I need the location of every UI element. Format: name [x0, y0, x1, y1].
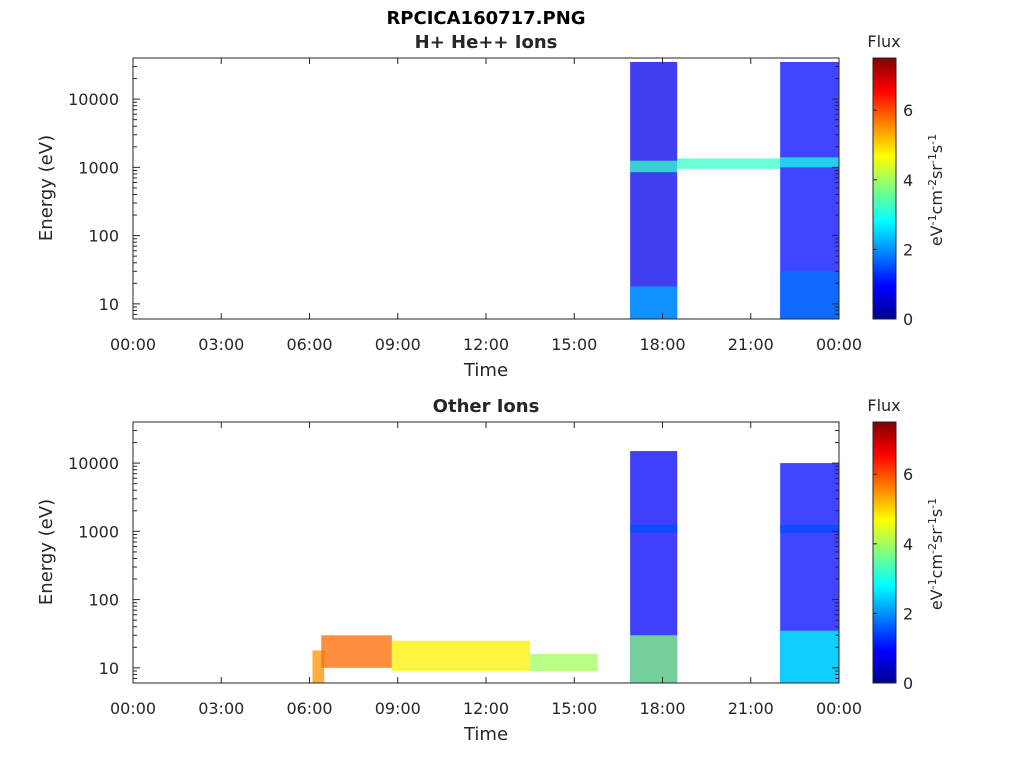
panel-1-x-ticks: 00:00 03:00 06:00 09:00 12:00 15:00 18:00 21:00…	[110, 58, 862, 354]
panel-1-data	[630, 61, 839, 320]
spectrogram-block	[530, 653, 598, 671]
spectrogram-block	[780, 524, 839, 533]
panel-1-colorbar	[872, 57, 897, 320]
colorbar-tick-label: 0	[903, 310, 913, 329]
panel-2: Other Ions 00:00 03:00 06:00 09:00 12:00 15:0…	[36, 396, 946, 745]
spectrogram-block	[312, 650, 325, 683]
panel-1-title: H+ He++ Ions	[415, 32, 558, 53]
x-tick-label: 12:00	[463, 335, 509, 354]
colorbar-tick-label: 4	[903, 535, 913, 554]
panel-1-colorbar-ticks: 0 2 4 6	[873, 101, 913, 329]
x-tick-label: 00:00	[816, 335, 862, 354]
spectrogram-block	[630, 61, 678, 320]
colorbar-tick-label: 4	[903, 171, 913, 190]
colorbar-tick-label: 2	[903, 240, 913, 259]
panel-2-colorbar-unit: eV-1cm-2sr-1s-1	[926, 498, 947, 610]
spectrogram-block	[630, 286, 678, 319]
y-tick-label: 100	[88, 227, 119, 246]
panel-2-ylabel: Energy (eV)	[36, 499, 57, 605]
x-tick-label: 06:00	[286, 335, 332, 354]
panel-2-y-ticks: 10 100 1000 10000	[68, 421, 839, 684]
panel-1-colorbar-title: Flux	[867, 32, 900, 51]
panel-2-colorbar-ticks: 0 2 4 6	[873, 465, 913, 693]
x-tick-label: 00:00	[110, 699, 156, 718]
panel-1-y-ticks: 10 100 1000 10000	[68, 57, 839, 320]
y-tick-label: 1000	[78, 158, 119, 177]
colorbar-tick-label: 2	[903, 604, 913, 623]
x-tick-label: 15:00	[551, 335, 597, 354]
spectrogram-block	[630, 524, 678, 533]
spectrogram-block	[780, 271, 839, 319]
y-tick-label: 10	[99, 295, 119, 314]
spectrogram-block	[780, 157, 839, 168]
x-tick-label: 03:00	[198, 699, 244, 718]
colorbar-tick-label: 6	[903, 101, 913, 120]
panel-1-xlabel: Time	[463, 360, 508, 381]
spectrogram-block	[677, 158, 781, 169]
panel-1-ylabel: Energy (eV)	[36, 135, 57, 241]
x-tick-label: 06:00	[286, 699, 332, 718]
y-tick-label: 10000	[68, 90, 119, 109]
x-tick-label: 09:00	[375, 699, 421, 718]
x-tick-label: 21:00	[728, 699, 774, 718]
spectrogram-block	[630, 160, 678, 173]
colorbar-tick-label: 0	[903, 674, 913, 693]
panel-1-axes-box	[132, 57, 840, 320]
x-tick-label: 18:00	[639, 335, 685, 354]
figure-title: RPCICA160717.PNG	[386, 8, 586, 29]
colorbar-tick-label: 6	[903, 465, 913, 484]
y-tick-label: 10000	[68, 454, 119, 473]
panel-1-colorbar-unit: eV-1cm-2sr-1s-1	[926, 134, 947, 246]
panel-2-colorbar-title: Flux	[867, 396, 900, 415]
x-tick-label: 03:00	[198, 335, 244, 354]
spectrogram-block	[630, 635, 678, 683]
x-tick-label: 18:00	[639, 699, 685, 718]
panel-2-x-ticks: 00:00 03:00 06:00 09:00 12:00 15:00 18:00 21:00…	[110, 422, 862, 718]
y-tick-label: 1000	[78, 522, 119, 541]
x-tick-label: 09:00	[375, 335, 421, 354]
x-tick-label: 00:00	[110, 335, 156, 354]
panel-1: H+ He++ Ions 00:00 03:00 06:00 09:00 12:00 15…	[36, 32, 946, 381]
x-tick-label: 00:00	[816, 699, 862, 718]
x-tick-label: 21:00	[728, 335, 774, 354]
panel-2-colorbar	[872, 421, 897, 684]
panel-2-xlabel: Time	[463, 724, 508, 745]
x-tick-label: 12:00	[463, 699, 509, 718]
panel-2-data	[312, 451, 839, 683]
x-tick-label: 15:00	[551, 699, 597, 718]
spectrogram-block	[321, 635, 392, 668]
y-tick-label: 10	[99, 659, 119, 678]
spectrogram-block	[391, 640, 531, 671]
panel-2-title: Other Ions	[433, 396, 540, 417]
y-tick-label: 100	[88, 591, 119, 610]
spectrogram-block	[780, 630, 839, 683]
